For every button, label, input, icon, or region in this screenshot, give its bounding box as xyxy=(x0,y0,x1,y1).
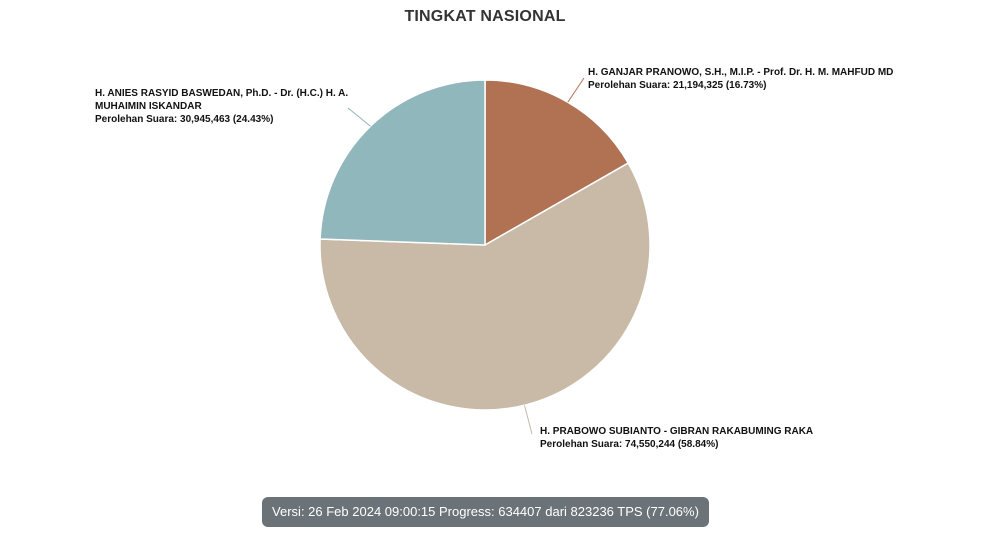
candidate-name-anies: H. ANIES RASYID BASWEDAN, Ph.D. - Dr. (H… xyxy=(95,88,349,112)
vote-count-prabowo: Perolehan Suara: 74,550,244 (58.84%) xyxy=(540,439,719,450)
pie-slice-ganjar[interactable] xyxy=(484,79,630,247)
chart-title: TINGKAT NASIONAL xyxy=(404,8,566,25)
vote-count-ganjar: Perolehan Suara: 21,194,325 (16.73%) xyxy=(588,80,767,91)
connector-line-ganjar xyxy=(567,77,585,103)
vote-count-anies: Perolehan Suara: 30,945,463 (24.43%) xyxy=(95,114,274,125)
connector-line-prabowo xyxy=(524,405,533,435)
progress-status-badge: Versi: 26 Feb 2024 09:00:15 Progress: 63… xyxy=(262,497,709,527)
pie-slice-anies[interactable] xyxy=(319,79,486,246)
slice-label-prabowo: H. PRABOWO SUBIANTO - GIBRAN RAKABUMING … xyxy=(540,425,900,451)
candidate-name-prabowo: H. PRABOWO SUBIANTO - GIBRAN RAKABUMING … xyxy=(540,426,814,437)
pie-slice-prabowo[interactable] xyxy=(319,162,651,411)
slice-label-ganjar: H. GANJAR PRANOWO, S.H., M.I.P. - Prof. … xyxy=(588,66,948,92)
connector-line-anies xyxy=(347,107,371,127)
slice-label-anies: H. ANIES RASYID BASWEDAN, Ph.D. - Dr. (H… xyxy=(95,87,365,126)
candidate-name-ganjar: H. GANJAR PRANOWO, S.H., M.I.P. - Prof. … xyxy=(588,67,894,78)
